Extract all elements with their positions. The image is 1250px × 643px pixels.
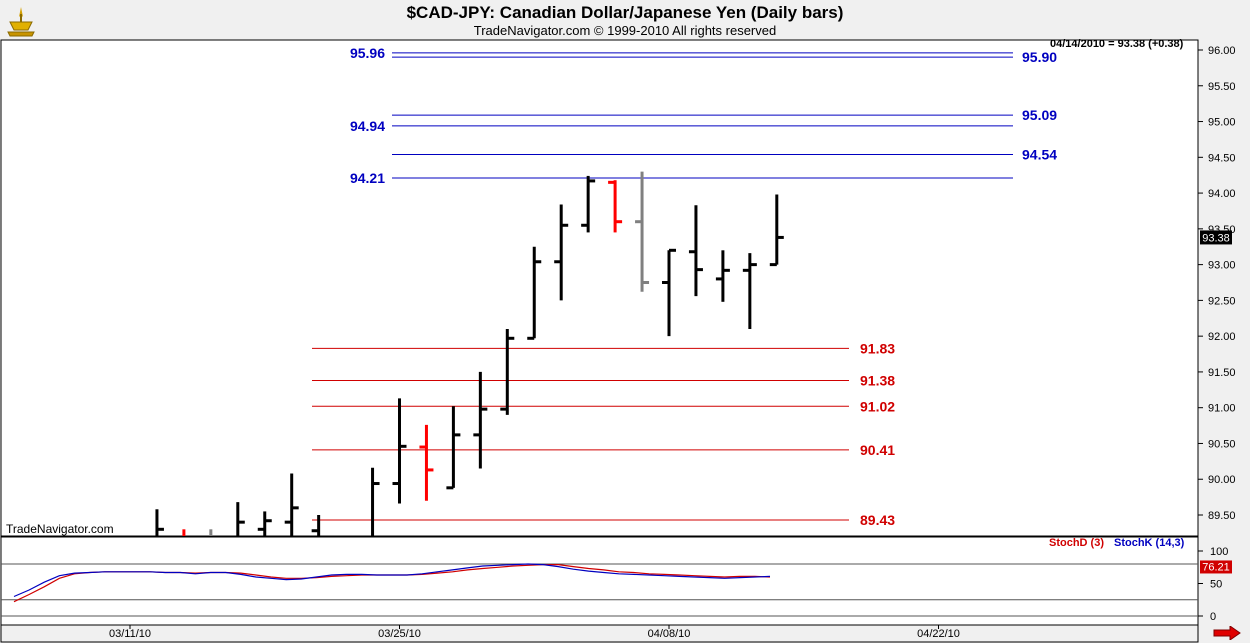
ohlc-bar: [392, 398, 407, 504]
indicator-y-tick-label: 50: [1210, 579, 1222, 591]
chart-title: $CAD-JPY: Canadian Dollar/Japanese Yen (…: [406, 3, 844, 22]
indicator-y-tick-label: 100: [1210, 546, 1228, 558]
ohlc-bar: [635, 171, 650, 292]
level-label: 91.83: [860, 340, 895, 356]
x-tick-label: 04/22/10: [917, 628, 960, 640]
x-tick-label: 03/25/10: [378, 628, 421, 640]
level-label: 94.21: [350, 170, 385, 186]
ohlc-bar: [769, 194, 784, 267]
watermark: TradeNavigator.com: [6, 522, 114, 536]
y-tick-label: 92.50: [1208, 295, 1236, 307]
level-label: 89.43: [860, 512, 895, 528]
stoch-d-legend: StochD (3): [1049, 537, 1104, 549]
level-label: 94.94: [350, 118, 385, 134]
ohlc-bar: [284, 473, 299, 536]
y-tick-label: 89.50: [1208, 510, 1236, 522]
x-tick-label: 03/11/10: [109, 628, 151, 640]
ohlc-bar: [581, 175, 596, 233]
ohlc-bar: [608, 180, 623, 233]
y-tick-label: 95.00: [1208, 117, 1236, 129]
y-tick-label: 91.00: [1208, 403, 1236, 415]
ohlc-bar: [742, 253, 757, 329]
levels-group: 95.96 95.90 95.09 94.94 94.54 94.21 91.83 91.38…: [312, 45, 1057, 528]
ohlc-bar: [473, 371, 488, 469]
y-tick-label: 91.50: [1208, 367, 1236, 379]
level-label: 95.09: [1022, 107, 1057, 123]
level-label: 95.90: [1022, 49, 1057, 65]
level-label: 94.54: [1022, 146, 1057, 162]
indicator-value-box: [1200, 560, 1232, 574]
y-tick-label: 90.00: [1208, 474, 1236, 486]
ohlc-bar: [446, 406, 461, 490]
last-price-marker: 93.38: [1200, 230, 1232, 245]
ohlc-bar: [257, 511, 272, 536]
indicator-panel: [0, 536, 1199, 626]
y-tick-label: 94.50: [1208, 152, 1236, 164]
last-price-box: [1200, 230, 1232, 245]
y-tick-label: 94.00: [1208, 188, 1236, 200]
level-label: 91.38: [860, 373, 895, 389]
last-quote: 04/14/2010 = 93.38 (+0.38): [1050, 38, 1184, 50]
ohlc-bar: [715, 250, 730, 302]
y-tick-label: 93.00: [1208, 260, 1236, 272]
x-axis: 03/11/10 03/25/10 04/08/10 04/22/10: [109, 625, 960, 640]
level-label: 91.02: [860, 398, 895, 414]
ohlc-bar: [554, 204, 569, 301]
level-label: 90.41: [860, 442, 895, 458]
indicator-value-label: 76.21: [1202, 561, 1230, 573]
x-tick-label: 04/08/10: [648, 628, 691, 640]
stoch-k-legend: StochK (14,3): [1114, 537, 1185, 549]
ohlc-bar: [662, 248, 676, 337]
tradenavigator-logo-icon: [7, 7, 35, 37]
y-tick-label: 92.00: [1208, 331, 1236, 343]
ohlc-bar: [371, 467, 380, 536]
y-tick-label: 95.50: [1208, 81, 1236, 93]
ohlc-bar: [527, 246, 542, 340]
ohlc-bar: [155, 509, 164, 536]
price-axis: 89.50 90.00 90.50 91.00 91.50 92.00 92.50 93.00…: [1198, 45, 1236, 522]
ohlc-bar: [311, 515, 321, 536]
y-tick-label: 90.50: [1208, 438, 1236, 450]
ohlc-bar: [500, 329, 515, 415]
price-panel: [0, 39, 1199, 537]
last-price-label: 93.38: [1202, 232, 1230, 244]
price-bars: [155, 171, 784, 536]
stoch-k-line: [13, 563, 771, 598]
stochastic-plot: 0 50 100 76.21: [1, 546, 1232, 623]
ohlc-bar: [688, 205, 703, 297]
ohlc-bar: [236, 502, 245, 536]
indicator-y-tick-label: 0: [1210, 611, 1216, 623]
ohlc-bar: [419, 424, 434, 501]
level-label: 95.96: [350, 45, 385, 61]
chart-subtitle: TradeNavigator.com © 1999-2010 All right…: [473, 23, 777, 38]
y-tick-label: 96.00: [1208, 45, 1236, 57]
scroll-right-arrow-icon[interactable]: [1212, 626, 1242, 640]
x-axis-band: [0, 624, 1199, 643]
